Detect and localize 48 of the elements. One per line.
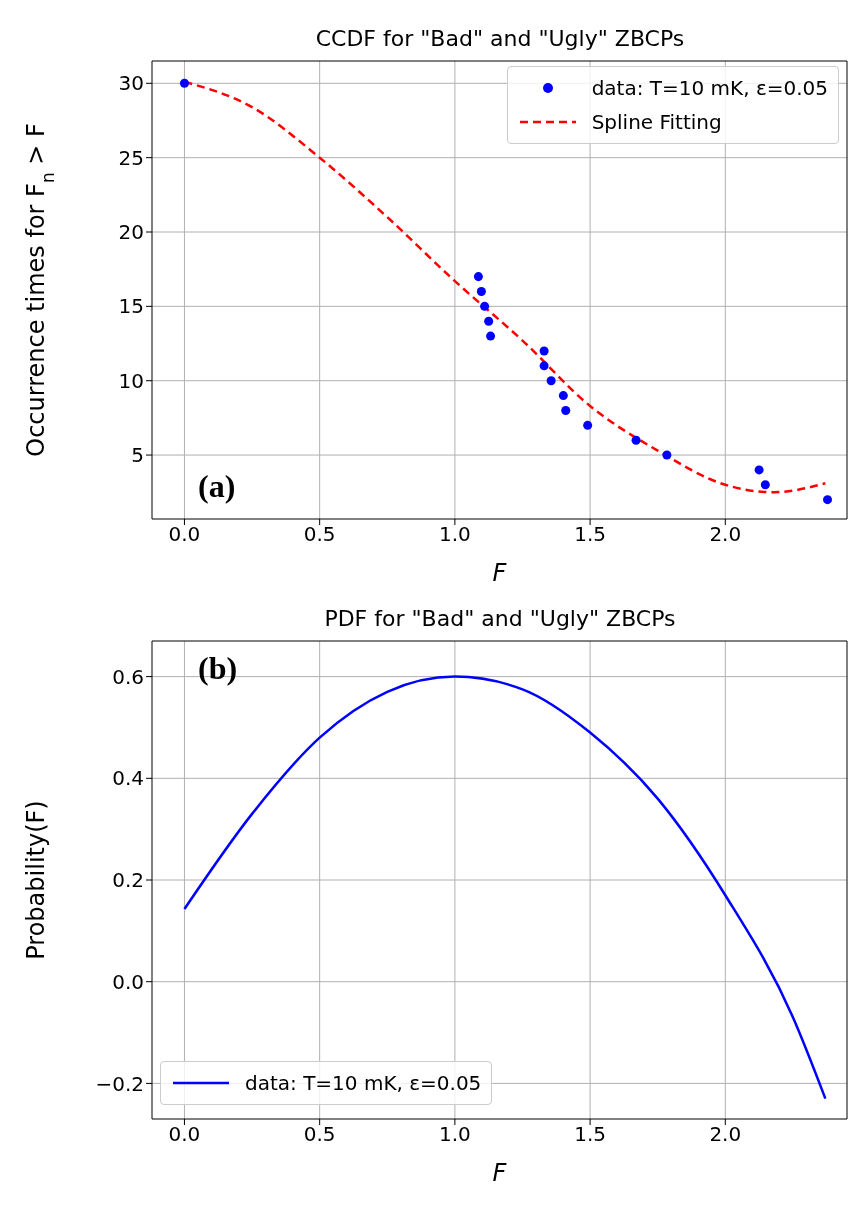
point [539,346,549,356]
x-axis-title: F [492,559,508,587]
chart-title: CCDF for "Bad" and "Ugly" ZBCPs [314,26,686,51]
point [480,301,490,311]
point [754,465,764,475]
x-tick-label: 0.0 [168,522,201,547]
point [760,480,770,490]
y-tick-label: 0.2 [112,868,144,893]
x-tick-label: 2.0 [709,1122,742,1147]
point [631,435,641,445]
point [558,391,568,401]
y-tick-label: 30 [118,71,144,96]
point [486,331,496,341]
annotation: (a) [198,468,236,505]
x-tick-label: 1.5 [574,522,606,547]
x-tick-label: 1.0 [438,1122,471,1147]
annotation: (b) [198,650,238,687]
y-tick-label: 10 [118,368,144,393]
x-axis-title: F [492,1159,508,1187]
y-axis-title: Probability(F) [22,800,50,960]
point [561,405,571,415]
x-tick-label: 2.0 [709,522,742,547]
x-tick-label: 1.5 [574,1122,606,1147]
legend-label: data: T=10 mK, ε=0.05 [245,1070,482,1097]
point [539,361,549,371]
y-tick-label: 15 [118,294,144,319]
x-tick-label: 0.5 [303,1122,336,1147]
chart-title: PDF for "Bad" and "Ugly" ZBCPs [323,606,677,631]
point [476,286,486,296]
point [484,316,494,326]
point [583,420,593,430]
point [179,78,189,88]
point [662,450,672,460]
y-tick-label: 0.4 [112,766,144,791]
x-tick-label: 0.0 [168,1122,201,1147]
y-tick-label: −0.2 [95,1071,144,1096]
point [823,495,833,505]
legend-label: Spline Fitting [591,109,722,136]
x-tick-label: 0.5 [303,522,336,547]
y-tick-label: 25 [118,145,144,170]
x-tick-label: 1.0 [438,522,471,547]
point [546,376,556,386]
point [473,272,483,282]
y-tick-label: 20 [118,220,144,245]
y-tick-label: 5 [131,443,144,468]
y-tick-label: 0.0 [112,969,144,994]
legend-label: data: T=10 mK, ε=0.05 [591,75,828,102]
y-tick-label: 0.6 [112,664,144,689]
